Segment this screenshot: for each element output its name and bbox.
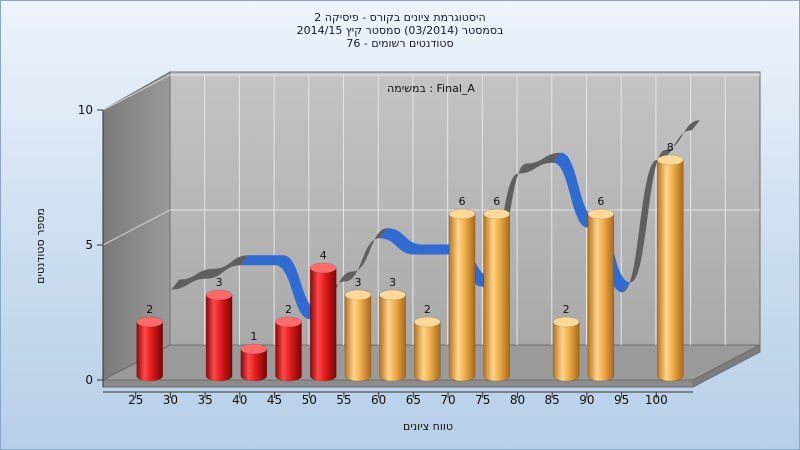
x-tick-label: 65 (406, 393, 421, 407)
bar-top (275, 316, 302, 328)
bar-top (379, 289, 406, 301)
chart-title-line-3: סטודנטים רשומים - 76 (346, 37, 454, 50)
bar-75: 6 (483, 195, 511, 382)
trend-segment (657, 120, 700, 160)
bar-85: 2 (552, 303, 580, 382)
chart-title-line-1: היסטוגרמת ציונים בקורס - פיסיקה 2 (314, 11, 486, 24)
bar-body (240, 348, 268, 382)
bar-35: 3 (205, 276, 233, 382)
trend-segment (240, 255, 284, 266)
x-ticks: 25 30 35 40 45 50 55 60 65 70 75 80 85 90 95 100 (128, 392, 668, 407)
bar-top (240, 343, 268, 355)
x-tick-label: 45 (267, 393, 282, 407)
trend-segment (205, 255, 249, 279)
bar-body (205, 294, 233, 382)
task-label: במשימה : Final_A (387, 82, 475, 95)
bar-top (309, 262, 337, 274)
bar-65: 2 (414, 303, 441, 382)
trend-segment (171, 268, 214, 290)
x-tick-label: 70 (440, 393, 455, 407)
bar-top (552, 316, 580, 328)
bar-90: 6 (587, 195, 615, 382)
y-tick-label: 5 (85, 238, 93, 252)
bar-top (205, 289, 233, 301)
x-tick-label: 25 (128, 393, 143, 407)
x-tick-label: 50 (302, 393, 317, 407)
bar-100: 8 (657, 141, 684, 382)
bar-body (414, 321, 441, 382)
bar-body (275, 321, 302, 382)
bar-70: 6 (448, 195, 476, 382)
data-label: 2 (424, 303, 431, 316)
data-label: 6 (597, 195, 604, 208)
data-label: 3 (216, 276, 223, 289)
x-tick-label: 35 (197, 393, 212, 407)
x-tick-label: 90 (579, 393, 594, 407)
y-axis-title: מספר סטודנטים (34, 208, 47, 284)
y-ticks: 0 5 10 (78, 103, 103, 387)
x-tick-label: 60 (371, 393, 386, 407)
data-label: 3 (354, 276, 361, 289)
data-label: 8 (667, 141, 674, 154)
bar-body (309, 267, 337, 382)
trend-segment (275, 255, 319, 320)
bar-body (587, 213, 615, 382)
chart-title-line-2: בסמסטר (03/2014) סמסטר קיץ 2014/15 (296, 24, 504, 37)
bar-top (414, 316, 441, 328)
y-tick-label: 0 (85, 373, 93, 387)
bar-body (552, 321, 580, 382)
floor-side-edge (692, 344, 761, 388)
trend-segment (518, 152, 561, 174)
bar-top (483, 208, 511, 220)
bar-45: 2 (275, 303, 302, 382)
trend-segment (414, 244, 457, 255)
bar-top (448, 208, 476, 220)
bar-body (657, 159, 684, 382)
bar-40: 1 (240, 330, 268, 382)
bar-55: 3 (344, 276, 372, 382)
data-label: 6 (459, 195, 466, 208)
x-tick-label: 100 (645, 393, 668, 407)
data-label: 3 (389, 276, 396, 289)
x-tick-label: 30 (163, 393, 178, 407)
x-tick-label: 75 (475, 393, 490, 407)
data-label: 2 (285, 303, 292, 316)
trend-segment (622, 150, 666, 293)
chart-title-block: היסטוגרמת ציונים בקורס - פיסיקה 2 בסמסטר… (0, 11, 800, 50)
bar-50: 4 (309, 249, 337, 382)
bar-top (136, 316, 163, 328)
x-tick-label: 95 (614, 393, 629, 407)
data-label: 1 (250, 330, 257, 343)
grid-line-side (102, 74, 171, 111)
x-tick-label: 55 (336, 393, 351, 407)
x-axis-title: טווח ציונים (403, 420, 453, 433)
data-label: 2 (146, 303, 153, 316)
bar-body (379, 294, 406, 382)
bar-top (657, 154, 684, 166)
trend-segment (552, 152, 596, 228)
bar-body (483, 213, 511, 382)
bar-body (344, 294, 372, 382)
bar-25: 2 (136, 303, 163, 382)
bar-60: 3 (379, 276, 406, 382)
bar-body (448, 213, 476, 382)
grid-line-side (102, 209, 171, 246)
x-tick-label: 80 (510, 393, 525, 407)
data-label: 6 (493, 195, 500, 208)
x-tick-label: 85 (545, 393, 560, 407)
data-label: 4 (320, 249, 327, 262)
bars-group: 2 3 1 2 4 3 3 2 6 6 2 6 8 (136, 141, 684, 382)
bar-top (344, 289, 372, 301)
trend-segment (379, 228, 423, 255)
y-tick-label: 10 (78, 103, 93, 117)
data-label: 2 (563, 303, 570, 316)
trend-segment (344, 228, 388, 282)
bar-top (587, 208, 615, 220)
x-tick-label: 40 (232, 393, 247, 407)
bar-body (136, 321, 163, 382)
